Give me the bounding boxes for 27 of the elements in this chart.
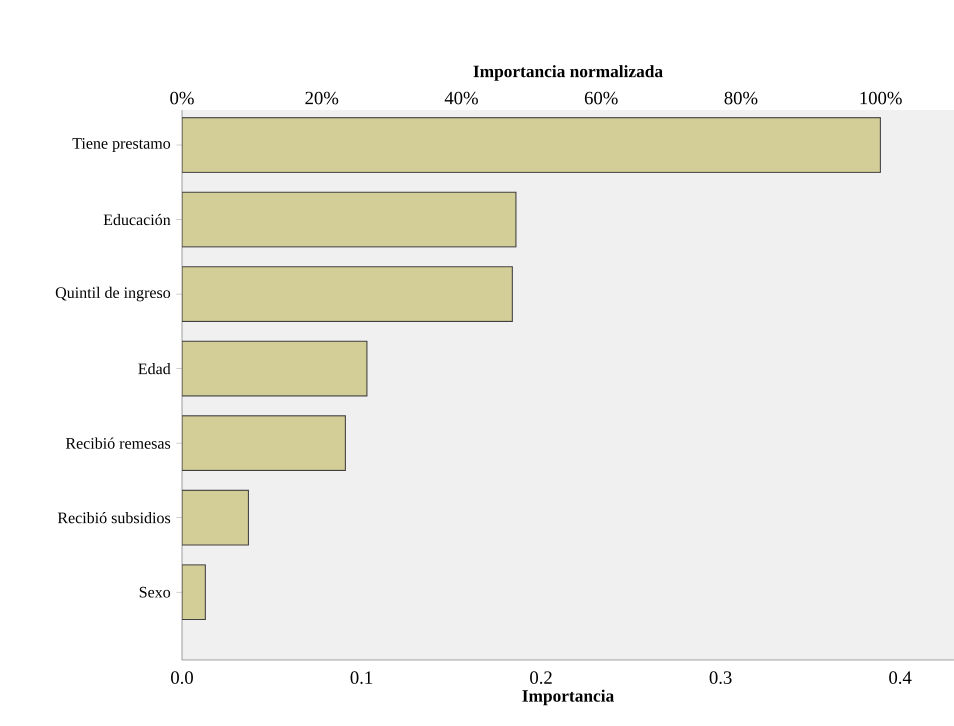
bar: [182, 490, 249, 546]
y-tick-label: Recibió remesas: [66, 437, 170, 449]
x2-tick-label: 0%: [170, 92, 194, 104]
x-tick-label: 0.1: [350, 671, 372, 684]
bar: [182, 340, 368, 396]
x2-tick-label: 40%: [444, 92, 478, 104]
y-tick-label: Tiene prestamo: [72, 138, 170, 152]
x-tick-label: 0.0: [171, 671, 193, 684]
bar: [182, 266, 513, 322]
x2-tick-label: 100%: [860, 92, 902, 104]
bar: [182, 564, 206, 620]
x-tick-label: 0.4: [889, 671, 912, 684]
y-tick-label: Quintil de ingreso: [56, 286, 170, 302]
x-tick-label: 0.2: [530, 671, 552, 684]
x-axis-title: Importancia: [522, 690, 614, 706]
bar: [182, 192, 516, 248]
x2-axis-title: Importancia normalizada: [474, 65, 663, 81]
x-tick-label: 0.3: [710, 671, 732, 684]
y-tick-label: Edad: [138, 362, 171, 374]
y-tick-label: Sexo: [140, 586, 170, 598]
bar: [182, 415, 346, 472]
y-tick-label: Educación: [104, 214, 170, 226]
x2-tick-label: 20%: [305, 92, 338, 104]
x2-tick-label: 80%: [724, 92, 758, 104]
x2-tick-label: 60%: [584, 92, 618, 104]
bar: [182, 117, 881, 173]
y-tick-label: Recibió subsidios: [58, 512, 170, 524]
